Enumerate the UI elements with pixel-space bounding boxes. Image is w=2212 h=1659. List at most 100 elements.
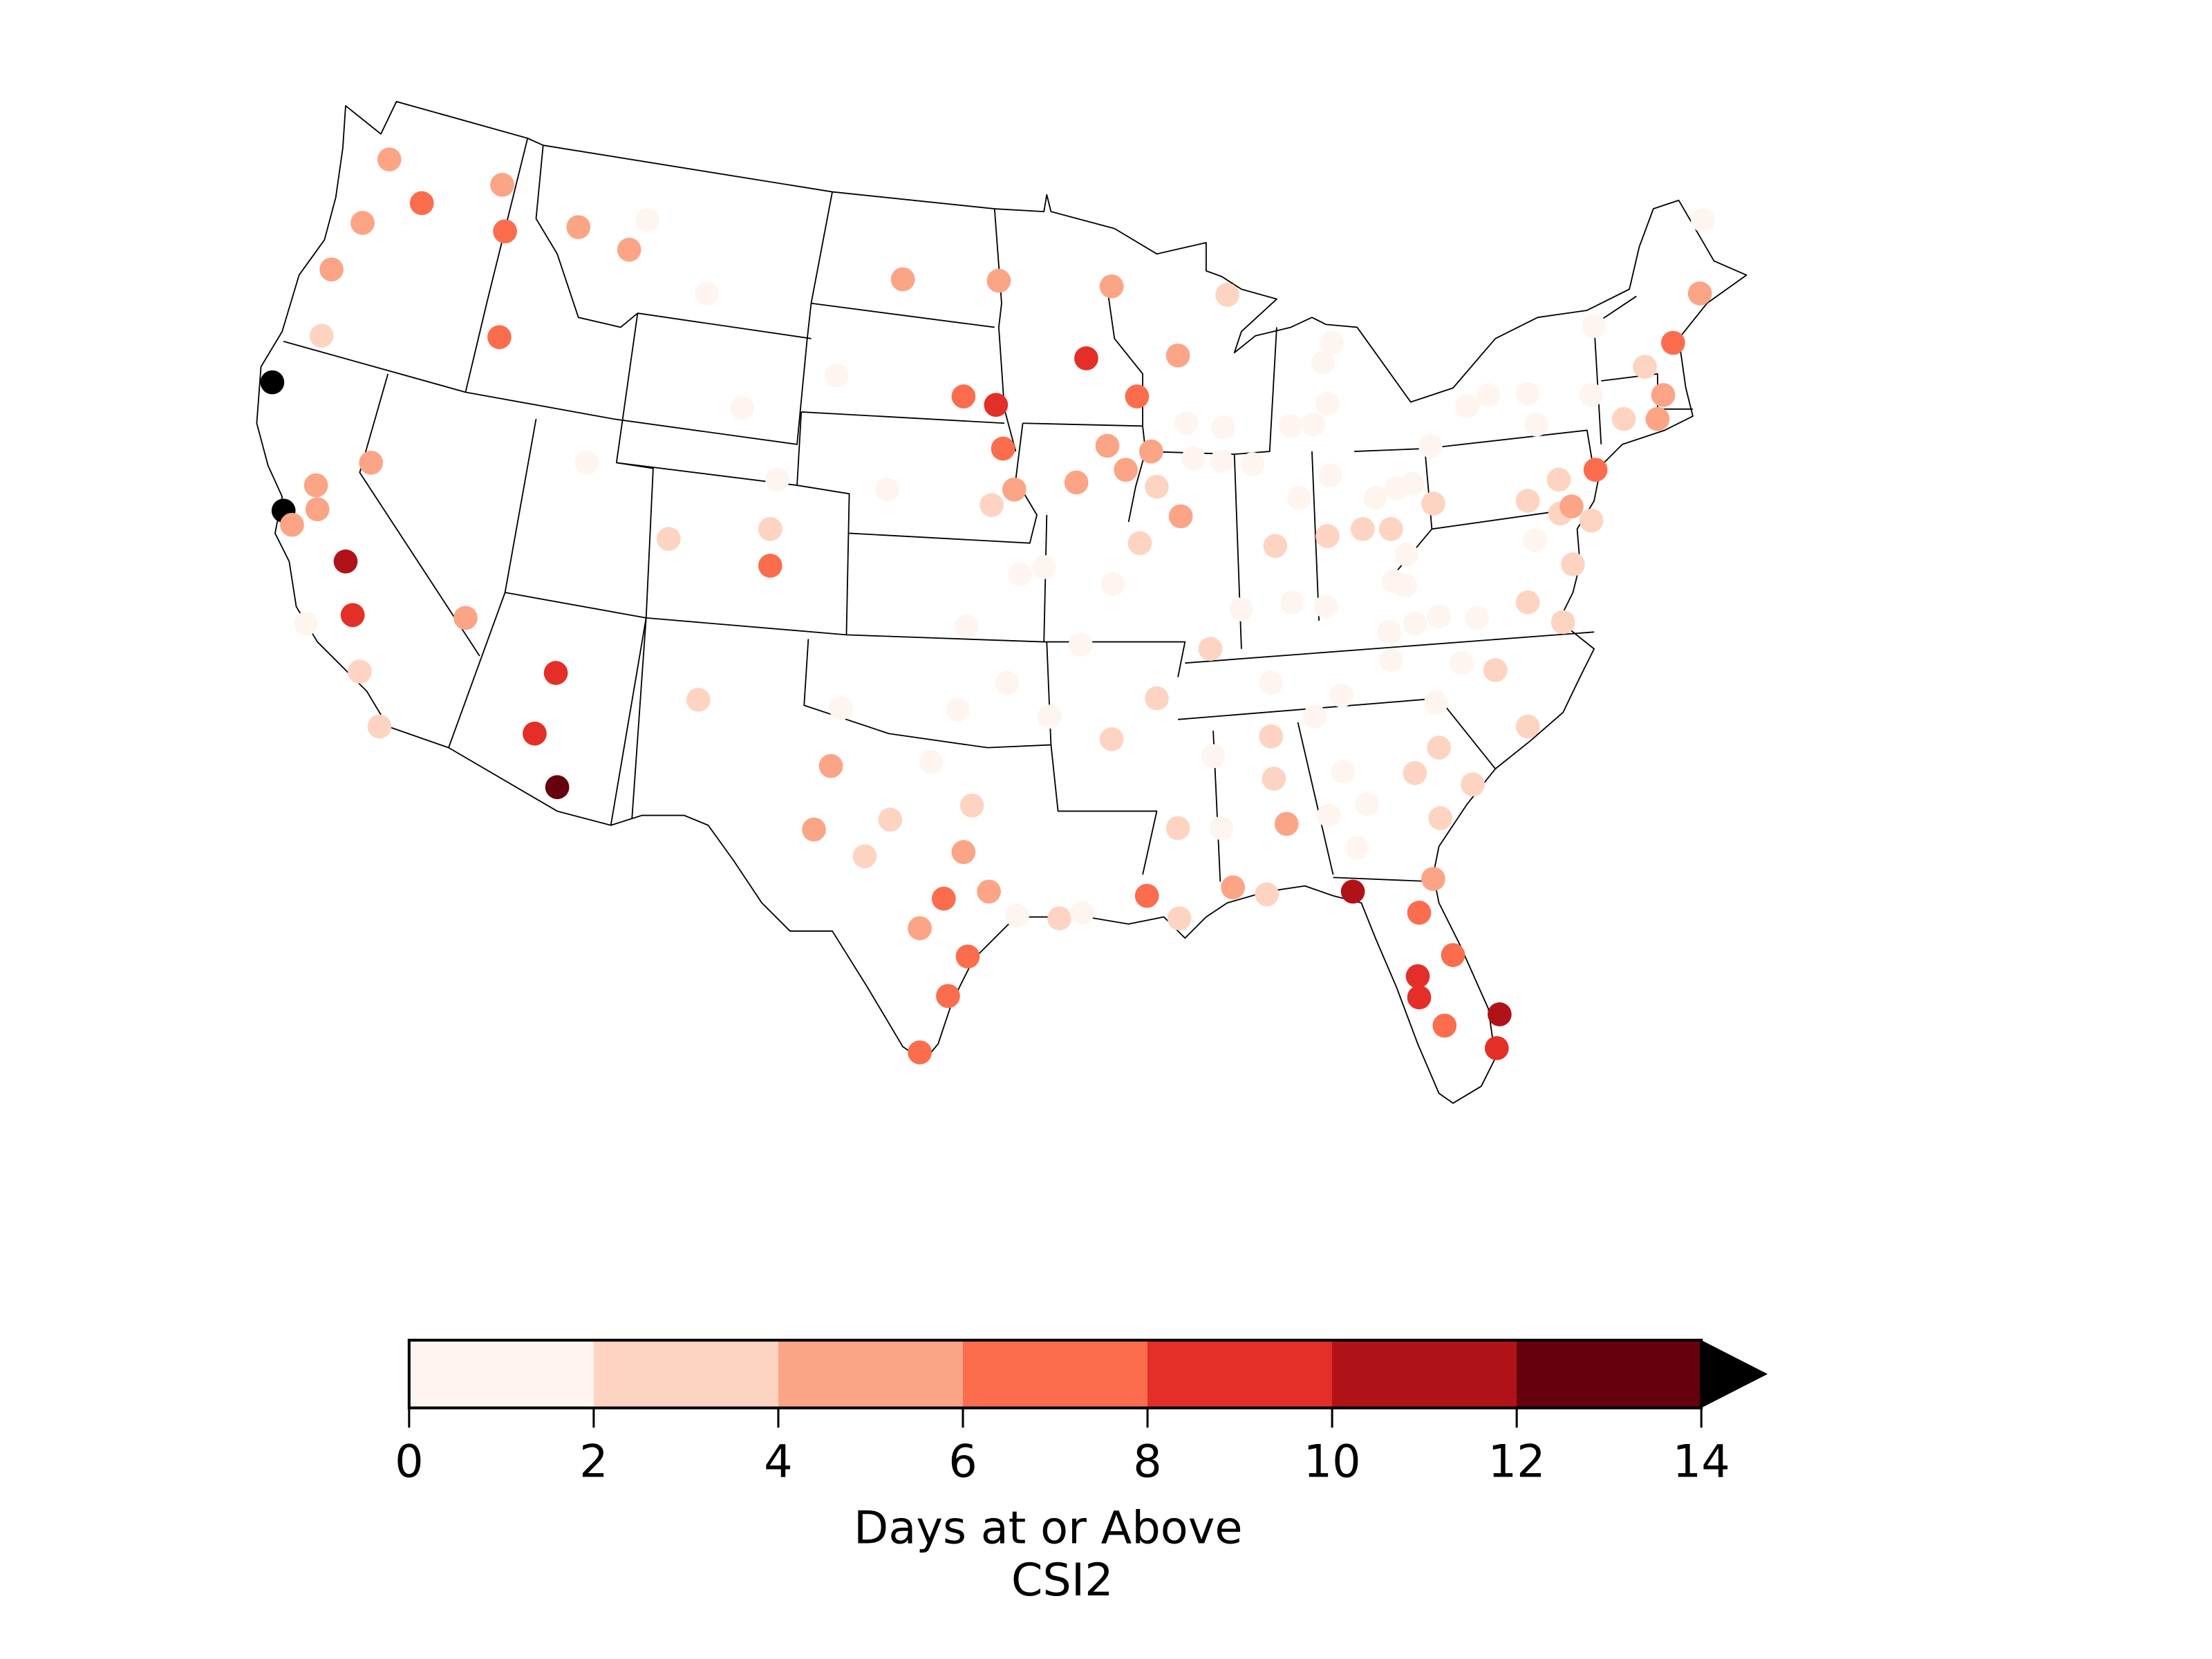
station-dot xyxy=(1215,283,1239,307)
station-dot xyxy=(908,916,932,941)
station-dot xyxy=(1317,803,1341,827)
colorbar-tick-label: 14 xyxy=(1673,1436,1730,1488)
station-dot xyxy=(1645,406,1670,431)
station-dot xyxy=(1523,528,1547,552)
station-dot xyxy=(1582,314,1606,338)
station-dot xyxy=(919,749,944,774)
station-dot xyxy=(1661,330,1685,355)
station-dot xyxy=(1069,901,1094,925)
colorbar-bin xyxy=(409,1340,594,1408)
station-dot xyxy=(954,614,979,639)
station-dot xyxy=(1301,412,1326,437)
station-dot xyxy=(1427,735,1451,760)
state-boundaries xyxy=(256,101,1747,1104)
station-dot xyxy=(1262,767,1286,791)
station-dot xyxy=(995,671,1020,695)
station-dot xyxy=(1315,391,1340,416)
station-dot xyxy=(984,393,1009,418)
station-dot xyxy=(377,147,402,171)
station-dot xyxy=(758,516,782,541)
station-dot xyxy=(1483,658,1508,682)
station-dot xyxy=(1579,383,1604,407)
station-dot xyxy=(1318,463,1342,488)
station-dot xyxy=(1377,619,1402,644)
station-dot xyxy=(946,697,971,722)
station-dot xyxy=(828,696,853,720)
station-dot xyxy=(951,384,976,409)
station-dot xyxy=(1138,439,1163,464)
station-dot xyxy=(980,493,1004,517)
station-dot xyxy=(936,984,960,1009)
station-dot xyxy=(1134,883,1159,908)
station-dot xyxy=(1405,964,1430,988)
station-dot xyxy=(931,886,956,911)
station-dot xyxy=(959,793,984,818)
station-dot xyxy=(1165,816,1190,841)
station-dot xyxy=(1201,744,1226,769)
station-dot xyxy=(1421,867,1445,891)
station-dot xyxy=(1100,572,1125,597)
colorbar-tick-label: 8 xyxy=(1133,1436,1162,1488)
station-dot xyxy=(350,211,375,235)
station-dot xyxy=(1047,906,1071,930)
station-dot xyxy=(1165,343,1190,368)
station-dot xyxy=(1633,355,1657,379)
station-dot xyxy=(1465,606,1490,630)
station-dot xyxy=(1280,590,1304,615)
station-dot xyxy=(1287,486,1311,510)
station-dot xyxy=(543,661,568,685)
station-dot xyxy=(1550,610,1575,635)
station-dot xyxy=(1393,573,1417,598)
station-dot xyxy=(951,840,976,864)
colorbar-tick-label: 12 xyxy=(1488,1436,1546,1488)
station-dot xyxy=(1515,590,1540,615)
station-dot xyxy=(1687,281,1712,306)
colorbar-tick-label: 10 xyxy=(1304,1436,1361,1488)
station-dot xyxy=(1315,524,1340,548)
station-dot xyxy=(1403,611,1427,636)
station-dot xyxy=(1331,759,1356,784)
colorbar: 0 2 4 6 8 10 12 14 Days at or Above CSI2 xyxy=(395,1338,1768,1606)
station-dot xyxy=(1099,274,1124,299)
station-dot xyxy=(908,1040,932,1065)
station-dot xyxy=(1031,555,1056,579)
station-dot xyxy=(1210,816,1234,841)
station-dot xyxy=(730,395,754,420)
station-dot xyxy=(977,879,1001,904)
colorbar-tick-label: 4 xyxy=(764,1436,793,1488)
station-dot xyxy=(1074,346,1098,371)
station-dot xyxy=(852,844,877,869)
station-dot xyxy=(890,267,915,292)
station-dot xyxy=(1229,597,1254,621)
station-dot xyxy=(1340,879,1365,904)
station-dot xyxy=(1515,489,1540,513)
station-dot xyxy=(1441,943,1465,967)
colorbar-bin xyxy=(963,1340,1149,1408)
station-dot xyxy=(1210,449,1234,474)
station-dot xyxy=(1559,494,1584,518)
station-dot xyxy=(1407,985,1432,1010)
station-dot xyxy=(305,497,330,522)
station-dot xyxy=(1038,704,1062,729)
station-dot xyxy=(1355,791,1379,816)
station-dot xyxy=(1611,406,1636,431)
station-dot xyxy=(1579,508,1604,533)
station-dot xyxy=(1174,411,1199,435)
station-dot xyxy=(303,473,328,498)
station-dot xyxy=(1181,446,1206,471)
station-dot xyxy=(1351,516,1375,541)
station-dot xyxy=(1002,477,1027,502)
station-dot xyxy=(1329,683,1354,708)
station-dot xyxy=(1421,491,1445,516)
station-dot xyxy=(453,606,478,630)
station-dot xyxy=(1407,901,1432,925)
station-dot xyxy=(1274,812,1299,836)
station-dot xyxy=(1114,458,1138,482)
station-dot xyxy=(1167,906,1192,930)
station-dot xyxy=(1221,875,1246,900)
station-dot xyxy=(1427,604,1451,629)
station-dot xyxy=(1064,470,1089,495)
station-dot xyxy=(1127,531,1152,556)
station-dot xyxy=(1546,467,1571,492)
station-dot xyxy=(1125,384,1150,409)
